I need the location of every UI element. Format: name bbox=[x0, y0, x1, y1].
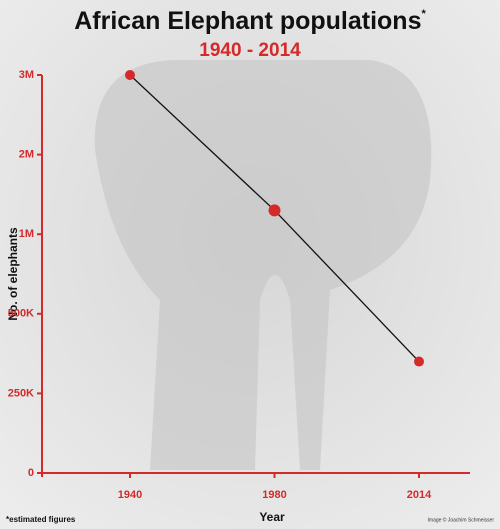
x-axis-label: Year bbox=[259, 510, 285, 524]
y-tick-label: 1M bbox=[19, 228, 34, 240]
elephant-silhouette bbox=[94, 60, 432, 470]
data-point bbox=[268, 204, 281, 217]
x-tick-label: 1980 bbox=[262, 489, 286, 501]
y-tick-label: 3M bbox=[19, 69, 34, 81]
y-tick-label: 250K bbox=[8, 387, 34, 399]
chart-subtitle: 1940 - 2014 bbox=[199, 40, 301, 61]
footnote: *estimated figures bbox=[6, 515, 76, 524]
y-axis-label: No. of elephants bbox=[6, 227, 20, 321]
y-tick-label: 500K bbox=[8, 308, 34, 320]
y-tick-label: 2M bbox=[19, 149, 34, 161]
data-point bbox=[414, 356, 424, 367]
title-text: African Elephant populations bbox=[74, 7, 421, 35]
data-point bbox=[125, 70, 135, 80]
x-tick-label: 1940 bbox=[118, 489, 142, 501]
chart-title: African Elephant populations* bbox=[74, 7, 426, 35]
y-tick-label: 0 bbox=[28, 467, 34, 479]
x-tick-label: 2014 bbox=[407, 489, 432, 501]
title-mark: * bbox=[421, 8, 426, 20]
credit: Image © Joachim Schmeisser bbox=[428, 516, 495, 523]
